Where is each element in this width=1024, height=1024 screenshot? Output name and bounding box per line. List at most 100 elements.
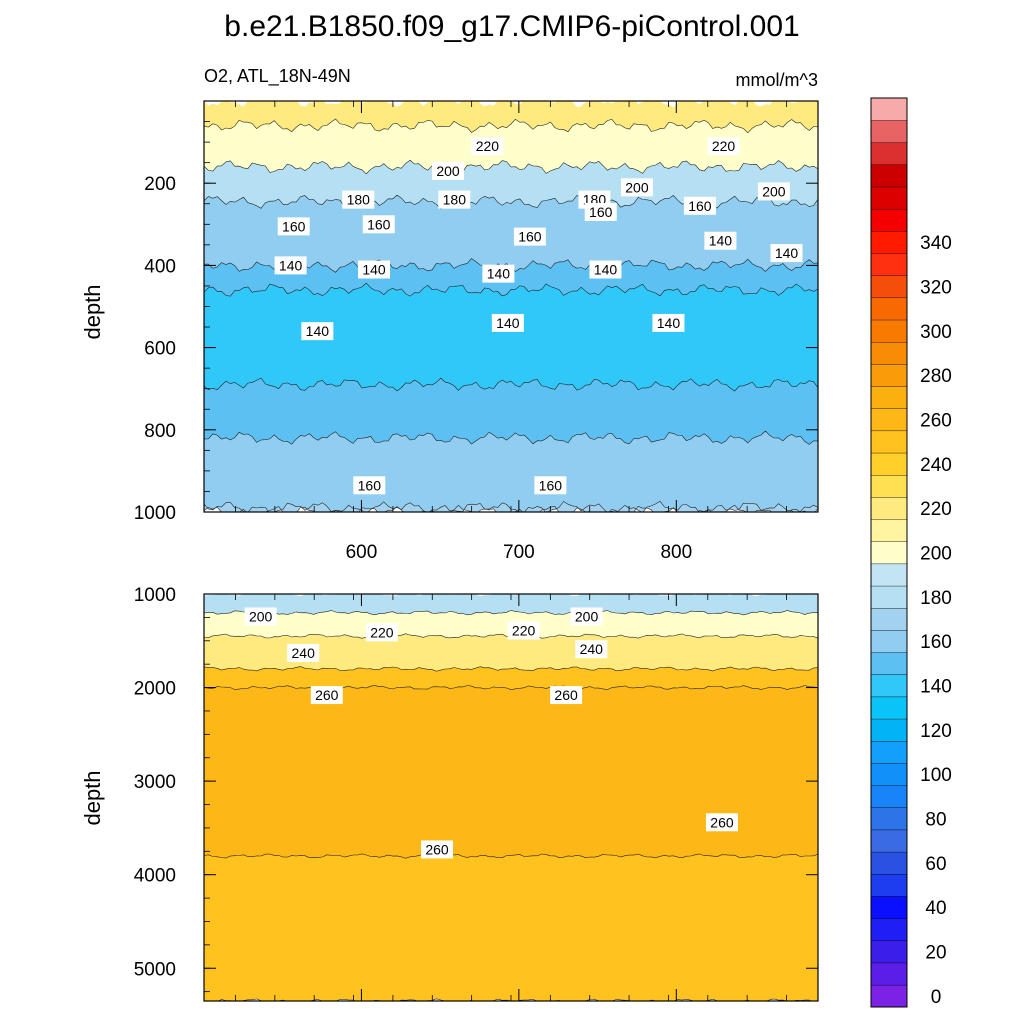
contour-label-box (287, 643, 320, 662)
upper-y-tick-label: 600 (144, 339, 176, 360)
contour-label-text: 200 (436, 163, 460, 179)
contour-label-box (620, 178, 653, 197)
colorbar-box (870, 430, 908, 454)
upper-contour-line (204, 282, 818, 297)
contour-label-box (507, 621, 540, 640)
contour-label-box (704, 231, 737, 250)
upper-contour-band (204, 378, 818, 445)
contour-label-text: 160 (539, 477, 563, 493)
colorbar-box (870, 851, 908, 875)
colorbar-box (870, 563, 908, 587)
upper-contour-label: 160 (584, 202, 617, 221)
upper-contour-label: 140 (301, 322, 334, 341)
contour-label-box (705, 813, 738, 832)
lower-y-axis-title: depth (80, 770, 105, 825)
colorbar-box (870, 186, 908, 210)
colorbar-box (870, 895, 908, 919)
colorbar-tick-label: 240 (920, 455, 952, 476)
contour-label-text: 220 (712, 138, 736, 154)
contour-label-text: 200 (575, 608, 599, 624)
colorbar-box (870, 142, 908, 166)
colorbar-box (870, 474, 908, 498)
contour-label-box (438, 190, 471, 209)
colorbar-tick-label: 320 (920, 278, 952, 299)
contour-label-text: 140 (709, 233, 733, 249)
upper-contour-band (204, 501, 818, 512)
lower-contour-line (204, 666, 818, 672)
upper-contour-label: 220 (471, 137, 504, 156)
lower-contour-label: 200 (570, 607, 603, 626)
contour-label-text: 200 (249, 608, 273, 624)
panel-subtitle: O2, ATL_18N-49N (204, 66, 351, 87)
contour-label-text: 220 (370, 624, 394, 640)
contour-label-box (362, 215, 395, 234)
colorbar-box (870, 541, 908, 565)
upper-contour-band (204, 101, 818, 133)
lower-contour-label: 220 (507, 621, 540, 640)
upper-x-tick-label: 600 (346, 542, 378, 563)
upper-contour-label: 140 (652, 313, 685, 332)
lower-contour-line (204, 853, 818, 859)
contour-label-box (274, 256, 307, 275)
lower-y-tick-label: 2000 (134, 679, 176, 700)
colorbar: 0 20 40 60 80 100 120 140 160 180 200 220 240 260 280 3… (870, 97, 952, 1008)
contour-label-text: 220 (476, 138, 500, 154)
lower-contour-band (204, 666, 818, 690)
lower-contour-band (204, 594, 818, 615)
upper-axes: 200 400 600 800 1000 600 700 800 (134, 100, 818, 563)
contour-label-text: 140 (279, 257, 303, 273)
colorbar-box (870, 297, 908, 321)
colorbar-tick-label: 140 (920, 677, 952, 698)
contour-label-box (482, 264, 515, 283)
upper-y-tick-label: 800 (144, 421, 176, 442)
upper-contour-line (204, 377, 818, 392)
colorbar-tick-label: 160 (920, 632, 952, 653)
contour-label-box (358, 260, 391, 279)
upper-contour-line (204, 430, 818, 445)
colorbar-tick-label: 200 (920, 544, 952, 565)
lower-contour-fills (204, 594, 818, 1001)
contour-label-text: 140 (487, 266, 511, 282)
contour-label-text: 140 (362, 262, 386, 278)
upper-contour-label: 180 (438, 190, 471, 209)
lower-contour-label: 260 (421, 840, 454, 859)
lower-contour-panel: 200 220 240 260 200 220 240 260 260 260 1000 2000 3… (80, 585, 819, 1002)
upper-x-tick-label: 800 (660, 542, 692, 563)
colorbar-box (870, 629, 908, 653)
contour-label-text: 140 (306, 323, 330, 339)
contour-label-box (301, 322, 334, 341)
colorbar-tick-label: 340 (920, 233, 952, 254)
lower-contour-band (204, 633, 818, 672)
upper-contour-line (204, 504, 818, 512)
contour-label-box (683, 196, 716, 215)
figure-title: b.e21.B1850.f09_g17.CMIP6-piControl.001 (224, 10, 799, 43)
contour-label-box (471, 137, 504, 156)
upper-x-tick-label: 700 (503, 542, 535, 563)
colorbar-box (870, 386, 908, 409)
colorbar-tick-label: 40 (925, 898, 946, 919)
lower-contour-label: 220 (365, 623, 398, 642)
contour-label-box (534, 476, 567, 495)
colorbar-tick-label: 100 (920, 765, 952, 786)
contour-label-box (432, 161, 465, 180)
contour-label-box (707, 137, 740, 156)
lower-y-tick-label: 4000 (134, 866, 176, 887)
contour-label-text: 160 (367, 216, 391, 232)
lower-contour-label: 240 (287, 643, 320, 662)
contour-label-box (757, 182, 790, 201)
contour-label-box (550, 686, 583, 705)
colorbar-tick-label: 120 (920, 721, 952, 742)
contour-label-text: 180 (443, 192, 467, 208)
upper-contour-label: 160 (513, 227, 546, 246)
colorbar-tick-label: 180 (920, 588, 952, 609)
contour-label-text: 260 (315, 687, 339, 703)
upper-contour-label: 140 (704, 231, 737, 250)
colorbar-box (870, 918, 908, 941)
colorbar-tick-label: 20 (925, 943, 946, 964)
contour-label-box (277, 217, 310, 236)
upper-contour-fills (204, 101, 818, 512)
upper-contour-label: 160 (353, 476, 386, 495)
contour-label-text: 260 (425, 841, 449, 857)
